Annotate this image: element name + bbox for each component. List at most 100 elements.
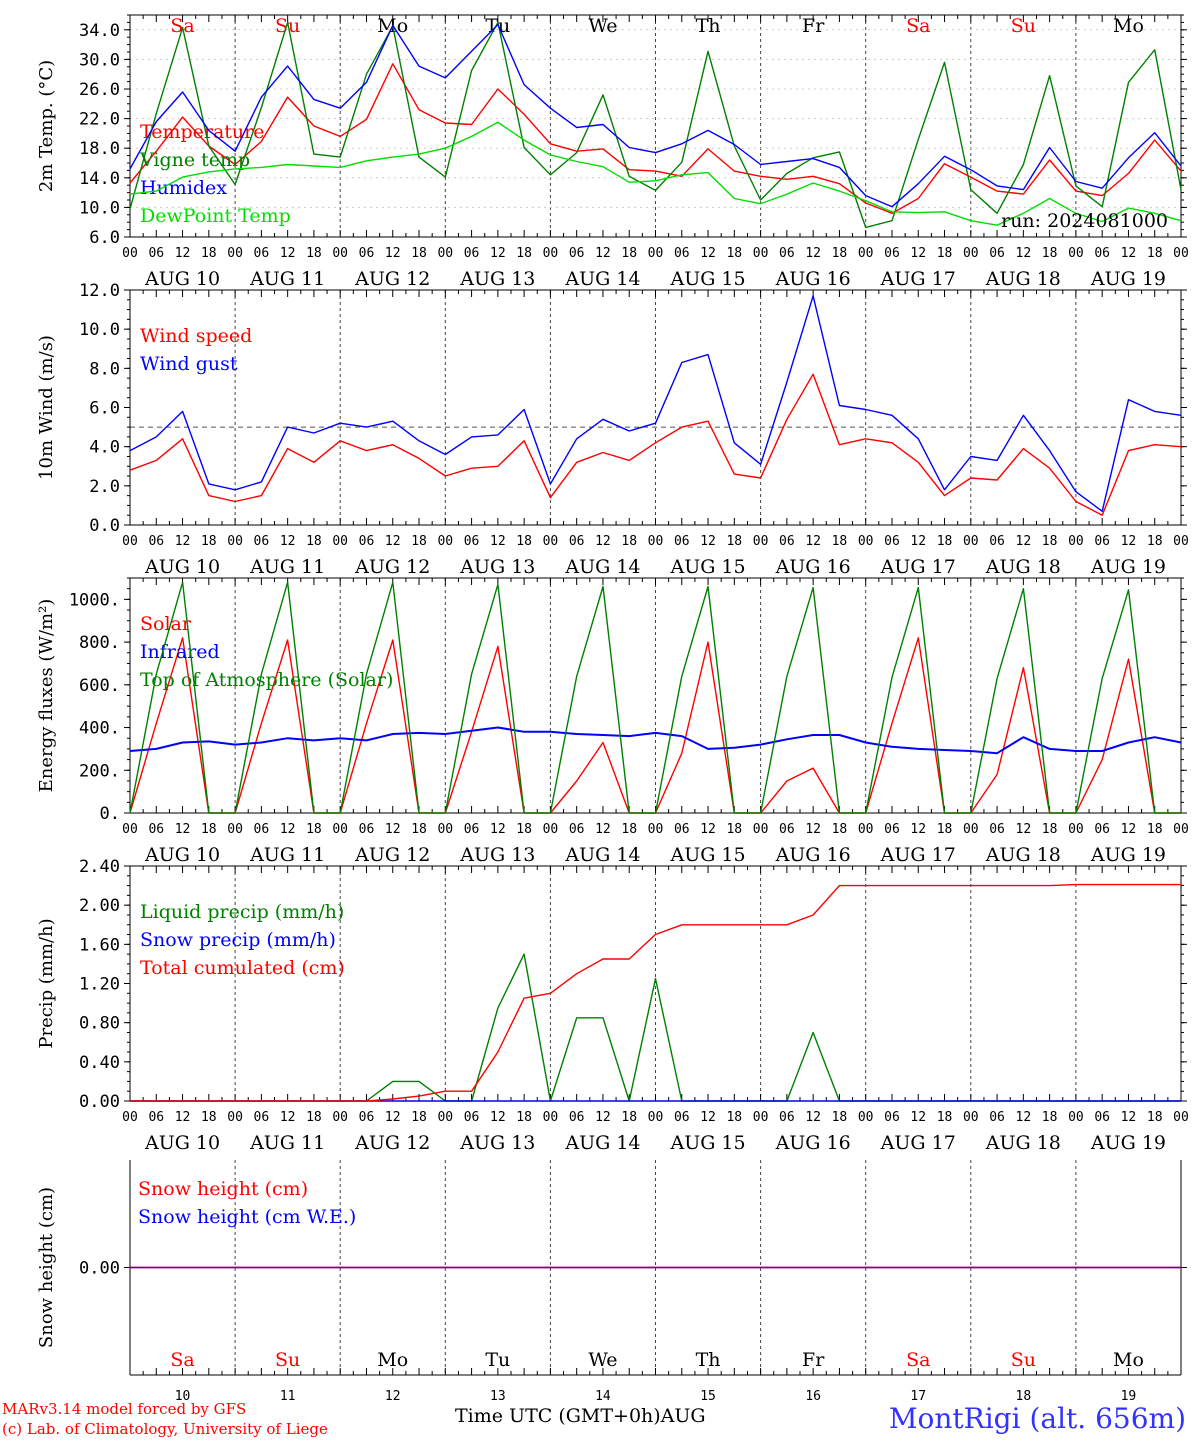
hour-label: 00 [437,534,453,549]
hour-label: 12 [700,1110,716,1125]
day-abbr-label: Th [696,15,721,37]
hour-label: 00 [1068,822,1084,837]
hour-label: 18 [621,246,637,261]
hour-label: 12 [595,1110,611,1125]
date-label: AUG 11 [249,556,325,578]
day-abbr-label: We [588,15,617,37]
hour-label: 00 [1068,246,1084,261]
y-tick-label: 34.0 [79,21,120,41]
hour-label: 06 [989,534,1005,549]
y-tick-label: 0.00 [79,1092,120,1112]
date-label: AUG 16 [775,1132,851,1154]
date-label: AUG 13 [459,556,535,578]
date-label: AUG 19 [1090,1132,1166,1154]
hour-label: 06 [464,246,480,261]
hour-label: 18 [516,246,532,261]
series-line-red [129,63,1182,215]
legend-entry: Humidex [140,177,227,199]
hour-label: 12 [595,246,611,261]
hour-label: 06 [148,246,164,261]
hour-label: 06 [148,822,164,837]
y-tick-label: 2.40 [79,857,120,877]
hour-label: 00 [332,534,348,549]
hour-label: 18 [516,534,532,549]
hour-label: 12 [805,822,821,837]
legend-entry: Total cumulated (cm) [140,957,345,979]
hour-label: 00 [437,1110,453,1125]
hour-label: 12 [175,1110,191,1125]
hour-label: 06 [569,822,585,837]
hour-label: 00 [437,246,453,261]
hour-label: 18 [201,534,217,549]
date-label: AUG 16 [775,844,851,866]
y-tick-label: 1000. [69,590,120,610]
hour-label: 18 [306,1110,322,1125]
day-number-label: 15 [700,1389,716,1404]
series-line-green [129,21,1182,229]
hour-label: 06 [989,1110,1005,1125]
hour-label: 18 [306,534,322,549]
hour-label: 12 [805,534,821,549]
y-tick-label: 10.0 [79,320,120,340]
hour-label: 00 [332,1110,348,1125]
day-abbr-label: Fr [802,1349,825,1371]
hour-label: 06 [464,534,480,549]
y-tick-label: 22.0 [79,110,120,130]
hour-label: 06 [254,822,270,837]
hour-label: 12 [1016,534,1032,549]
hour-label: 00 [227,534,243,549]
y-axis-label: Snow height (cm) [36,1187,57,1348]
day-abbr-label: Mo [377,1349,408,1371]
date-label: AUG 13 [459,844,535,866]
hour-label: 18 [937,534,953,549]
hour-label: 06 [1094,822,1110,837]
hour-label: 06 [464,822,480,837]
hour-label: 06 [674,822,690,837]
legend-entry: Liquid precip (mm/h) [140,901,344,923]
hour-label: 06 [674,246,690,261]
y-tick-label: 6.0 [89,399,120,419]
hour-label: 00 [1173,822,1189,837]
hour-label: 00 [858,246,874,261]
hour-label: 12 [280,1110,296,1125]
hour-label: 12 [595,534,611,549]
day-number-label: 17 [910,1389,926,1404]
hour-label: 06 [884,534,900,549]
y-tick-label: 4.0 [89,438,120,458]
y-tick-label: 14.0 [79,169,120,189]
day-number-label: 14 [595,1389,611,1404]
legend-entry: Infrared [140,641,220,663]
y-tick-label: 0.00 [79,1259,120,1279]
hour-label: 00 [122,822,138,837]
hour-label: 12 [490,246,506,261]
hour-label: 18 [726,534,742,549]
hour-label: 12 [280,822,296,837]
hour-label: 12 [175,534,191,549]
y-tick-label: 400. [79,719,120,739]
hour-label: 12 [175,822,191,837]
hour-label: 00 [1173,246,1189,261]
date-label: AUG 13 [459,1132,535,1154]
hour-label: 06 [674,534,690,549]
y-tick-label: 2.0 [89,477,120,497]
hour-label: 00 [1173,1110,1189,1125]
legend-entry: Snow height (cm) [138,1178,308,1200]
date-label: AUG 16 [775,556,851,578]
date-label: AUG 15 [669,1132,745,1154]
hour-label: 18 [411,246,427,261]
day-abbr-label: Su [1011,15,1036,37]
y-tick-label: 8.0 [89,359,120,379]
hour-label: 12 [910,246,926,261]
hour-label: 00 [122,246,138,261]
y-axis-label: Precip (mm/h) [36,918,57,1048]
legend-entry: Solar [140,613,192,635]
hour-label: 18 [832,1110,848,1125]
y-tick-label: 0.40 [79,1053,120,1073]
y-axis-label: 2m Temp. (°C) [36,60,57,192]
hour-label: 06 [569,1110,585,1125]
date-label: AUG 11 [249,844,325,866]
hour-label: 12 [805,1110,821,1125]
hour-label: 06 [884,822,900,837]
x-axis-title-text: Time UTC (GMT+0h) [455,1405,661,1427]
hour-label: 00 [1068,1110,1084,1125]
